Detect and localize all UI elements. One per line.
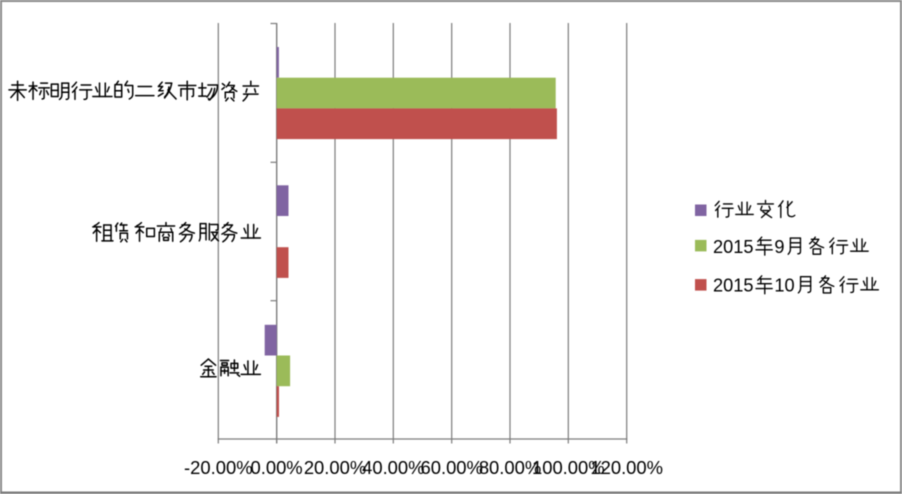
svg-text:2015: 2015 xyxy=(713,237,753,257)
svg-text:2015: 2015 xyxy=(713,276,753,296)
svg-text:0.00%: 0.00% xyxy=(251,457,303,478)
svg-text:80.00%: 80.00% xyxy=(479,457,541,478)
svg-text:40.00%: 40.00% xyxy=(362,457,424,478)
svg-text:20.00%: 20.00% xyxy=(304,457,366,478)
svg-text:10: 10 xyxy=(774,276,794,296)
svg-text:120.00%: 120.00% xyxy=(590,457,663,478)
svg-text:-20.00%: -20.00% xyxy=(184,457,253,478)
svg-text:60.00%: 60.00% xyxy=(421,457,483,478)
svg-text:9: 9 xyxy=(774,237,784,257)
svg-text:100.00%: 100.00% xyxy=(532,457,605,478)
